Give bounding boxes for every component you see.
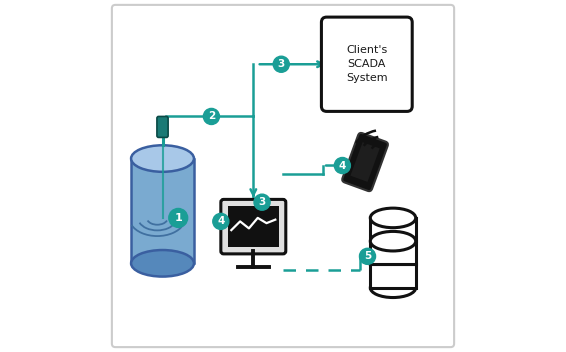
Text: 2: 2 [208, 112, 215, 121]
Circle shape [273, 56, 289, 72]
Bar [370, 264, 415, 288]
Bar [131, 158, 194, 263]
FancyBboxPatch shape [342, 133, 388, 191]
Circle shape [213, 213, 229, 230]
Ellipse shape [370, 208, 415, 228]
Ellipse shape [370, 231, 415, 251]
Ellipse shape [131, 145, 194, 172]
Text: 3: 3 [259, 197, 265, 207]
FancyBboxPatch shape [112, 5, 454, 347]
Ellipse shape [370, 255, 415, 274]
FancyBboxPatch shape [221, 199, 286, 254]
Text: 4: 4 [217, 216, 225, 226]
Circle shape [359, 248, 376, 264]
Text: 3: 3 [278, 59, 285, 69]
Circle shape [254, 194, 270, 210]
Ellipse shape [370, 278, 415, 297]
Bar [370, 241, 415, 264]
Circle shape [203, 108, 220, 125]
Circle shape [169, 208, 188, 227]
Bar [350, 142, 380, 182]
Text: 1: 1 [174, 213, 182, 223]
FancyBboxPatch shape [321, 17, 412, 111]
FancyBboxPatch shape [157, 117, 168, 137]
Circle shape [335, 157, 350, 174]
Ellipse shape [131, 250, 194, 277]
Bar [228, 206, 279, 247]
Text: 4: 4 [338, 161, 346, 170]
Bar [370, 218, 415, 241]
Text: Client's
SCADA
System: Client's SCADA System [346, 45, 388, 83]
Text: 5: 5 [364, 251, 371, 261]
